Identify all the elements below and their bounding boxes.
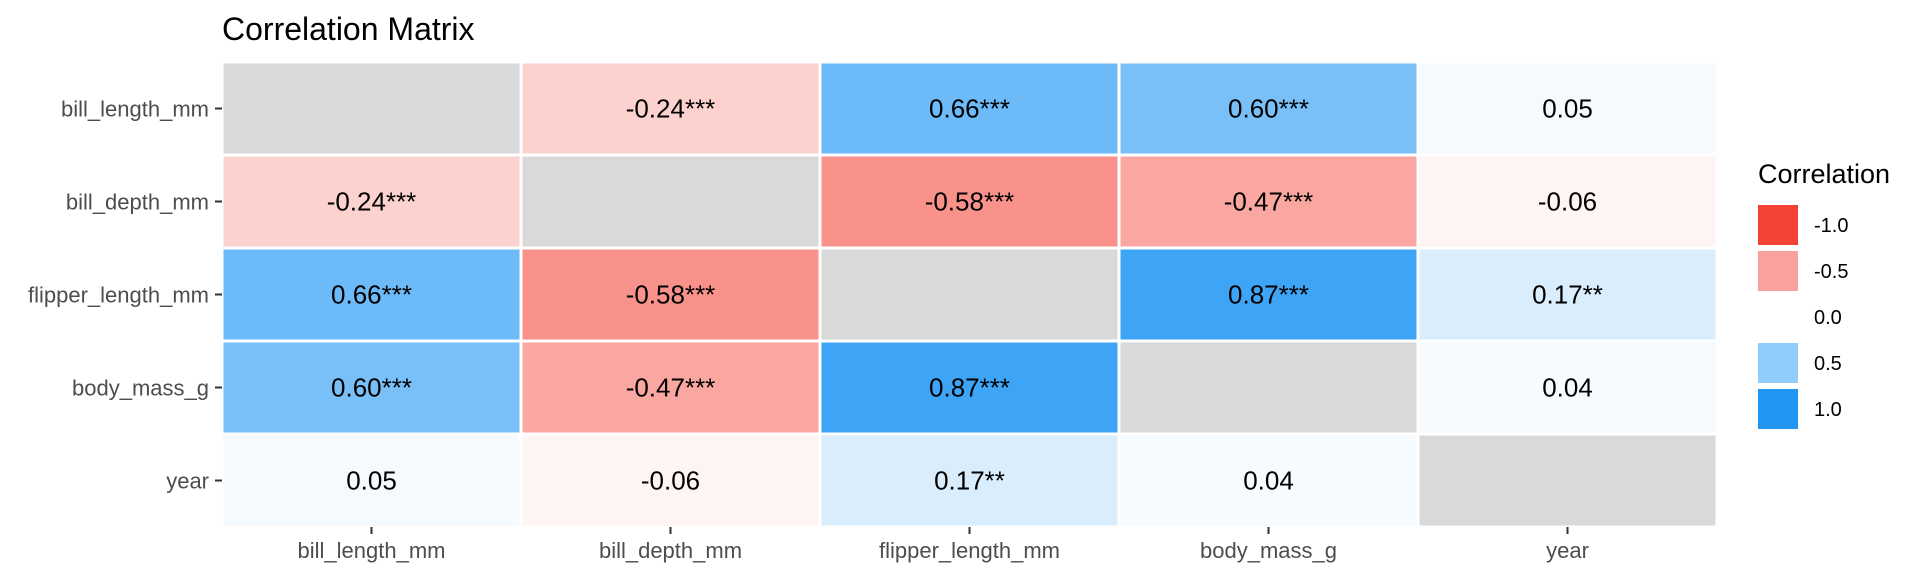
heatmap-cell xyxy=(1416,60,1719,157)
cell-value-label: -0.58*** xyxy=(925,187,1015,217)
heatmap-cell xyxy=(1117,432,1420,529)
cell-value-label: -0.06 xyxy=(641,466,700,496)
y-tick-label: body_mass_g xyxy=(72,376,209,401)
cell-value-label: 0.05 xyxy=(346,466,397,496)
x-tick-label: body_mass_g xyxy=(1200,538,1337,563)
chart-title: Correlation Matrix xyxy=(222,11,475,47)
heatmap-cell xyxy=(818,153,1121,250)
x-tick-label: flipper_length_mm xyxy=(879,538,1060,563)
legend-key-swatch xyxy=(1758,343,1798,383)
heatmap-cell xyxy=(519,60,822,157)
heatmap-cell xyxy=(519,339,822,436)
cell-value-label: 0.05 xyxy=(1542,94,1593,124)
cell-value-label: 0.87*** xyxy=(1228,280,1309,310)
cell-value-label: -0.58*** xyxy=(626,280,716,310)
legend-keys: -1.0 -0.5 0.0 0.5 1.0 xyxy=(1758,205,1848,429)
legend-title: Correlation xyxy=(1758,159,1890,189)
y-tick-label: flipper_length_mm xyxy=(28,283,209,308)
legend-key-label: -0.5 xyxy=(1814,261,1848,283)
heatmap-cell xyxy=(519,246,822,343)
cell-value-label: -0.47*** xyxy=(1224,187,1314,217)
cell-value-label: 0.60*** xyxy=(1228,94,1309,124)
legend-key-label: -1.0 xyxy=(1814,215,1848,237)
y-tick-label: bill_length_mm xyxy=(61,97,209,122)
cell-value-label: 0.17** xyxy=(1532,280,1603,310)
heatmap-cell xyxy=(519,432,822,529)
y-tick-label: bill_depth_mm xyxy=(66,190,209,215)
x-tick-label: bill_depth_mm xyxy=(599,538,742,563)
heatmap-cell xyxy=(1416,339,1719,436)
cell-value-label: 0.04 xyxy=(1243,466,1294,496)
cell-value-label: 0.66*** xyxy=(331,280,412,310)
legend-key-label: 0.0 xyxy=(1814,307,1842,329)
y-axis: bill_length_mm bill_depth_mm flipper_lengt… xyxy=(28,97,222,494)
legend-key-label: 1.0 xyxy=(1814,399,1842,421)
legend-key-swatch xyxy=(1758,297,1798,337)
legend-key-swatch xyxy=(1758,251,1798,291)
heatmap-cell xyxy=(220,60,523,157)
cell-value-label: 0.60*** xyxy=(331,373,412,403)
cell-value-label: -0.24*** xyxy=(327,187,417,217)
cell-value-label: -0.24*** xyxy=(626,94,716,124)
legend-key-label: 0.5 xyxy=(1814,353,1842,375)
heatmap-cell xyxy=(1117,60,1420,157)
cell-value-label: -0.47*** xyxy=(626,373,716,403)
y-tick-label: year xyxy=(166,469,209,494)
heatmap-cells: -0.24*** 0.66*** 0.60*** 0.05 -0.24*** -0.58*… xyxy=(220,60,1719,529)
heatmap-cell xyxy=(1416,153,1719,250)
cell-value-label: -0.06 xyxy=(1538,187,1597,217)
cell-value-label: 0.04 xyxy=(1542,373,1593,403)
legend-key-swatch xyxy=(1758,205,1798,245)
x-axis: bill_length_mm bill_depth_mm flipper_lengt… xyxy=(298,527,1589,563)
cell-value-label: 0.87*** xyxy=(929,373,1010,403)
heatmap-cell xyxy=(1117,339,1420,436)
legend: Correlation -1.0 -0.5 0.0 0.5 1.0 xyxy=(1758,159,1890,429)
cell-value-label: 0.17** xyxy=(934,466,1005,496)
heatmap-cell xyxy=(818,432,1121,529)
heatmap-cell xyxy=(1416,432,1719,529)
heatmap-cell xyxy=(1416,246,1719,343)
cell-value-label: 0.66*** xyxy=(929,94,1010,124)
x-tick-label: year xyxy=(1546,538,1589,563)
legend-key-swatch xyxy=(1758,389,1798,429)
heatmap-cell xyxy=(818,246,1121,343)
x-tick-label: bill_length_mm xyxy=(298,538,446,563)
heatmap-cell xyxy=(818,60,1121,157)
heatmap-cell xyxy=(519,153,822,250)
